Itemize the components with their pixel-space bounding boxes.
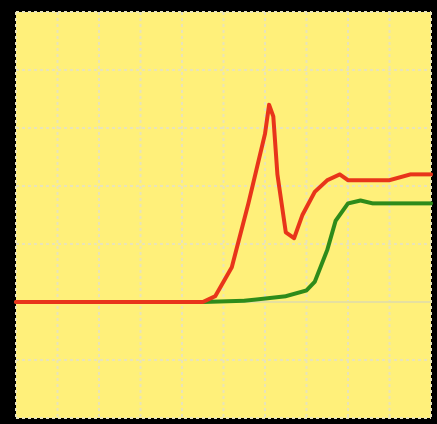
grid [15,11,432,419]
series-group [14,102,433,304]
series-line-red [14,102,433,304]
series-line-green [14,198,433,304]
